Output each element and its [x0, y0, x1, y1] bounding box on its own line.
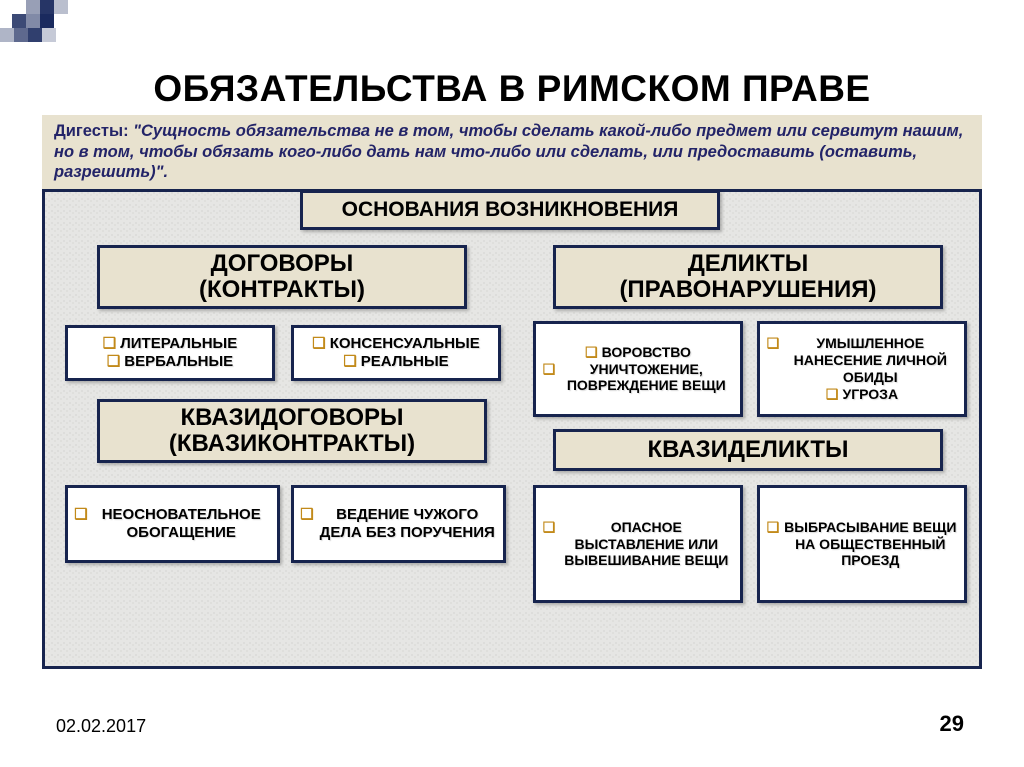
box-item: ❑ВЕРБАЛЬНЫЕ — [107, 353, 233, 371]
quote-lead: Дигесты: — [54, 122, 129, 140]
box-item: ❑ КОНСЕНСУАЛЬНЫЕ — [312, 335, 479, 353]
deco-square — [40, 0, 54, 14]
deco-square — [42, 28, 56, 42]
header-root-label: ОСНОВАНИЯ ВОЗНИКНОВЕНИЯ — [342, 198, 679, 221]
box-delicts-insult-threat: ❑УМЫШЛЕННОЕ НАНЕСЕНИЕ ЛИЧНОЙ ОБИДЫ❑УГРОЗ… — [757, 321, 967, 417]
deco-square — [12, 14, 26, 28]
header-quasi-contracts: КВАЗИДОГОВОРЫ (КВАЗИКОНТРАКТЫ) — [97, 399, 487, 463]
box-item-label: УГРОЗА — [842, 386, 898, 403]
bullet-icon: ❑ — [312, 335, 325, 353]
header-contracts-l1: ДОГОВОРЫ — [199, 251, 365, 277]
deco-square — [26, 0, 40, 14]
box-item: ❑УГРОЗА — [826, 386, 898, 403]
bullet-icon: ❑ — [543, 361, 556, 378]
box-item-label: ЛИТЕРАЛЬНЫЕ — [120, 335, 237, 353]
footer-page: 29 — [940, 711, 964, 737]
deco-square — [0, 28, 14, 42]
bullet-icon: ❑ — [300, 506, 313, 524]
header-quasi-delicts: КВАЗИДЕЛИКТЫ — [553, 429, 943, 471]
box-item: ❑ВЫБРАСЫВАНИЕ ВЕЩИ НА ОБЩЕСТВЕННЫЙ ПРОЕЗ… — [767, 519, 958, 569]
box-item-label: НЕОСНОВАТЕЛЬНОЕ ОБОГАЩЕНИЕ — [92, 506, 271, 542]
bullet-icon: ❑ — [767, 335, 780, 352]
box-quasi-c-enrichment: ❑ НЕОСНОВАТЕЛЬНОЕ ОБОГАЩЕНИЕ — [65, 485, 280, 563]
header-delicts: ДЕЛИКТЫ (ПРАВОНАРУШЕНИЯ) — [553, 245, 943, 309]
header-quasi-c-l2: (КВАЗИКОНТРАКТЫ) — [169, 431, 415, 457]
header-quasi-c-l1: КВАЗИДОГОВОРЫ — [169, 405, 415, 431]
box-delicts-theft-damage: ❑ВОРОВСТВО❑УНИЧТОЖЕНИЕ, ПОВРЕЖДЕНИЕ ВЕЩИ — [533, 321, 743, 417]
header-quasi-d-label: КВАЗИДЕЛИКТЫ — [648, 437, 849, 463]
header-delicts-l2: (ПРАВОНАРУШЕНИЯ) — [619, 277, 876, 303]
box-item: ❑ОПАСНОЕ ВЫСТАВЛЕНИЕ ИЛИ ВЫВЕШИВАНИЕ ВЕЩ… — [543, 519, 734, 569]
deco-square — [28, 28, 42, 42]
box-item-label: КОНСЕНСУАЛЬНЫЕ — [330, 335, 480, 353]
header-root: ОСНОВАНИЯ ВОЗНИКНОВЕНИЯ — [300, 190, 720, 230]
box-item: ❑УМЫШЛЕННОЕ НАНЕСЕНИЕ ЛИЧНОЙ ОБИДЫ — [767, 335, 958, 385]
bullet-icon: ❑ — [103, 335, 116, 353]
bullet-icon: ❑ — [74, 506, 87, 524]
box-item-label: ВЫБРАСЫВАНИЕ ВЕЩИ НА ОБЩЕСТВЕННЫЙ ПРОЕЗД — [783, 519, 957, 569]
header-contracts-l2: (КОНТРАКТЫ) — [199, 277, 365, 303]
bullet-icon: ❑ — [767, 519, 780, 536]
deco-square — [54, 0, 68, 14]
box-item: ❑ РЕАЛЬНЫЕ — [343, 353, 448, 371]
box-item: ❑ НЕОСНОВАТЕЛЬНОЕ ОБОГАЩЕНИЕ — [74, 506, 270, 542]
bullet-icon: ❑ — [107, 353, 120, 371]
box-item-label: ОПАСНОЕ ВЫСТАВЛЕНИЕ ИЛИ ВЫВЕШИВАНИЕ ВЕЩИ — [559, 519, 733, 569]
box-quasi-c-negotiorum: ❑ ВЕДЕНИЕ ЧУЖОГО ДЕЛА БЕЗ ПОРУЧЕНИЯ — [291, 485, 506, 563]
footer-date: 02.02.2017 — [56, 716, 146, 737]
box-item: ❑ ВЕДЕНИЕ ЧУЖОГО ДЕЛА БЕЗ ПОРУЧЕНИЯ — [300, 506, 496, 542]
box-item-label: УНИЧТОЖЕНИЕ, ПОВРЕЖДЕНИЕ ВЕЩИ — [559, 361, 733, 395]
bullet-icon: ❑ — [343, 353, 356, 371]
diagram-frame: ОСНОВАНИЯ ВОЗНИКНОВЕНИЯ ДОГОВОРЫ (КОНТРА… — [42, 189, 982, 669]
box-contracts-literal-verbal: ❑ЛИТЕРАЛЬНЫЕ❑ВЕРБАЛЬНЫЕ — [65, 325, 275, 381]
slide-title: ОБЯЗАТЕЛЬСТВА В РИМСКОМ ПРАВЕ — [0, 68, 1024, 110]
header-contracts: ДОГОВОРЫ (КОНТРАКТЫ) — [97, 245, 467, 309]
quote-band: Дигесты: "Сущность обязательства не в то… — [42, 115, 982, 191]
deco-square — [26, 14, 40, 28]
bullet-icon: ❑ — [826, 386, 839, 403]
box-contracts-consensual-real: ❑КОНСЕНСУАЛЬНЫЕ❑РЕАЛЬНЫЕ — [291, 325, 501, 381]
box-item-label: ВОРОВСТВО — [602, 344, 691, 361]
box-quasi-d-hanging: ❑ОПАСНОЕ ВЫСТАВЛЕНИЕ ИЛИ ВЫВЕШИВАНИЕ ВЕЩ… — [533, 485, 743, 603]
deco-square — [14, 28, 28, 42]
box-item-label: ВЕДЕНИЕ ЧУЖОГО ДЕЛА БЕЗ ПОРУЧЕНИЯ — [318, 506, 497, 542]
box-quasi-d-throwing: ❑ВЫБРАСЫВАНИЕ ВЕЩИ НА ОБЩЕСТВЕННЫЙ ПРОЕЗ… — [757, 485, 967, 603]
box-item: ❑ВОРОВСТВО — [585, 344, 691, 361]
box-item-label: ВЕРБАЛЬНЫЕ — [124, 353, 233, 371]
box-item: ❑УНИЧТОЖЕНИЕ, ПОВРЕЖДЕНИЕ ВЕЩИ — [543, 361, 734, 395]
quote-body: "Сущность обязательства не в том, чтобы … — [54, 122, 963, 181]
box-item-label: РЕАЛЬНЫЕ — [361, 353, 449, 371]
header-delicts-l1: ДЕЛИКТЫ — [619, 251, 876, 277]
box-item-label: УМЫШЛЕННОЕ НАНЕСЕНИЕ ЛИЧНОЙ ОБИДЫ — [783, 335, 957, 385]
bullet-icon: ❑ — [585, 344, 598, 361]
box-item: ❑ЛИТЕРАЛЬНЫЕ — [103, 335, 237, 353]
bullet-icon: ❑ — [543, 519, 556, 536]
deco-square — [40, 14, 54, 28]
